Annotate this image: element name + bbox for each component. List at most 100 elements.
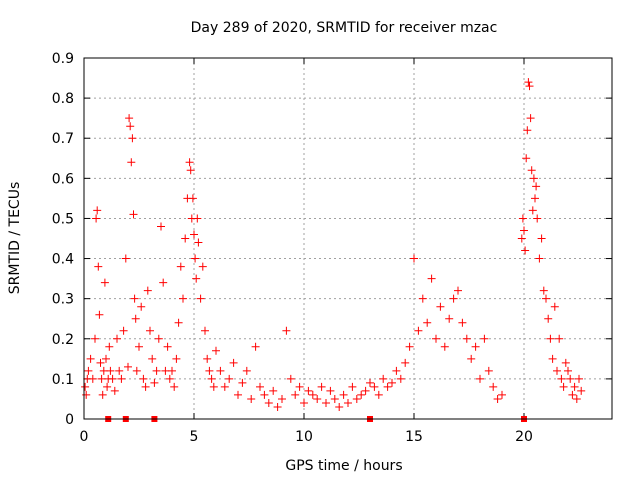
data-point	[119, 326, 128, 335]
data-point	[432, 334, 440, 343]
plot-frame	[83, 57, 613, 420]
data-point	[550, 302, 559, 311]
y-tick-label: 0.2	[52, 332, 74, 348]
data-point	[524, 78, 533, 87]
data-point	[568, 390, 577, 399]
data-point	[278, 394, 286, 403]
data-point	[95, 310, 104, 319]
data-point	[410, 254, 418, 263]
data-point	[106, 366, 115, 375]
data-point	[163, 342, 172, 351]
data-point	[84, 366, 93, 375]
data-point	[533, 214, 542, 223]
data-point	[126, 122, 135, 131]
y-tick-label: 0.3	[52, 292, 74, 308]
data-point	[135, 342, 143, 351]
y-axis-label: SRMTID / TECUs	[7, 182, 23, 295]
data-point	[174, 318, 183, 327]
data-point	[229, 358, 238, 367]
data-point	[264, 398, 273, 407]
data-point	[176, 262, 185, 271]
chart-title: Day 289 of 2020, SRMTID for receiver mza…	[191, 20, 498, 36]
data-point	[498, 390, 506, 399]
data-point	[484, 366, 493, 375]
data-point	[121, 254, 130, 263]
ticks	[83, 57, 612, 420]
data-point	[366, 378, 374, 387]
x-tick-label: 5	[190, 429, 199, 445]
x-tick-label: 15	[405, 429, 423, 445]
data-point	[454, 286, 462, 295]
x-tick-label: 20	[515, 429, 533, 445]
data-point	[220, 382, 229, 391]
data-point	[143, 286, 152, 295]
data-point	[117, 374, 126, 383]
data-point	[440, 342, 449, 351]
data-point	[458, 318, 467, 327]
data-point	[527, 166, 536, 175]
data-point	[105, 342, 114, 351]
data-point	[418, 294, 427, 303]
data-point	[467, 354, 476, 363]
data-point	[154, 334, 163, 343]
data-point	[330, 394, 339, 403]
data-point	[525, 82, 534, 91]
data-point	[529, 174, 538, 183]
y-tick-label: 0.5	[52, 211, 74, 227]
data-point	[308, 390, 317, 399]
data-point	[165, 374, 174, 383]
data-point	[203, 354, 212, 363]
y-tick-label: 0.4	[52, 252, 74, 268]
data-point	[260, 390, 269, 399]
data-point	[190, 230, 198, 239]
data-point	[577, 386, 586, 395]
data-point	[523, 126, 532, 135]
data-point	[361, 386, 370, 395]
data-point	[555, 334, 564, 343]
data-point	[561, 358, 570, 367]
data-point	[179, 294, 187, 303]
data-point	[313, 394, 322, 403]
data-point	[91, 334, 99, 343]
data-point	[157, 222, 165, 231]
data-point	[548, 354, 557, 363]
y-tick-label: 0.7	[52, 131, 74, 147]
data-point	[388, 378, 396, 387]
data-point	[326, 386, 335, 395]
data-point	[352, 394, 361, 403]
data-point	[159, 278, 168, 287]
data-point	[131, 314, 140, 323]
x-tick-label: 0	[80, 429, 89, 445]
data-point	[141, 382, 150, 391]
y-tick-label: 0	[65, 412, 74, 428]
data-point	[282, 326, 291, 335]
data-point	[205, 366, 214, 375]
data-point	[291, 390, 300, 399]
data-point	[88, 374, 97, 383]
data-point	[286, 374, 295, 383]
data-point	[570, 382, 579, 391]
y-tick-label: 0.1	[52, 372, 74, 388]
data-point	[544, 314, 553, 323]
data-point	[170, 382, 179, 391]
data-point	[242, 366, 251, 375]
data-point	[125, 114, 134, 123]
data-point	[168, 366, 176, 375]
data-point	[300, 398, 308, 407]
data-point	[344, 398, 352, 407]
data-point	[304, 386, 313, 395]
data-point	[209, 382, 218, 391]
data-point	[374, 390, 383, 399]
data-point	[564, 366, 572, 375]
data-point	[445, 314, 454, 323]
data-point	[379, 374, 388, 383]
data-point	[423, 318, 432, 327]
data-point	[566, 374, 575, 383]
grid	[84, 58, 612, 419]
data-point	[539, 286, 548, 295]
data-point	[493, 394, 502, 403]
data-point	[152, 366, 161, 375]
data-point	[489, 382, 498, 391]
data-point	[93, 206, 102, 215]
